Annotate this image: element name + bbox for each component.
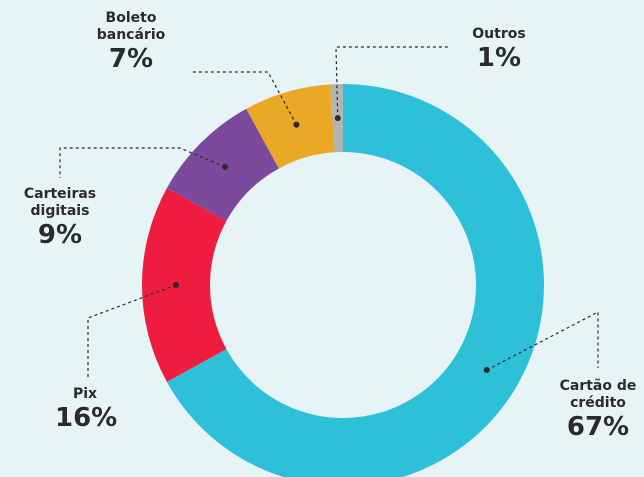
category-label: Carteiras digitais xyxy=(23,186,97,219)
slice-label: Carteiras digitais 9% xyxy=(15,186,105,250)
category-label: Outros xyxy=(472,26,526,42)
donut-slice xyxy=(166,84,544,477)
value-label: 16% xyxy=(55,403,118,433)
value-label: 7% xyxy=(108,44,154,74)
slice-label: Pix 16% xyxy=(55,386,118,433)
donut-slice xyxy=(246,84,335,169)
leader-line xyxy=(59,147,226,178)
category-label: Cartão de crédito xyxy=(559,378,637,411)
slice-label: Boleto bancário 7% xyxy=(86,10,176,74)
slice-label: Cartão de crédito 67% xyxy=(558,378,638,442)
leader-line xyxy=(190,71,297,125)
leader-dot xyxy=(293,121,300,128)
category-label: Boleto bancário xyxy=(96,10,166,43)
slice-label: Outros 1% xyxy=(464,26,534,73)
leader-dot xyxy=(483,367,490,374)
value-label: 9% xyxy=(37,220,83,250)
value-label: 67% xyxy=(566,412,630,442)
donut-slice xyxy=(141,188,227,382)
leader-dot xyxy=(334,115,341,122)
leader-line xyxy=(87,284,177,378)
category-label: Pix xyxy=(72,386,98,402)
leader-dot xyxy=(173,282,179,288)
leader-dot xyxy=(221,163,228,170)
value-label: 1% xyxy=(476,43,522,73)
leader-line xyxy=(486,311,599,371)
